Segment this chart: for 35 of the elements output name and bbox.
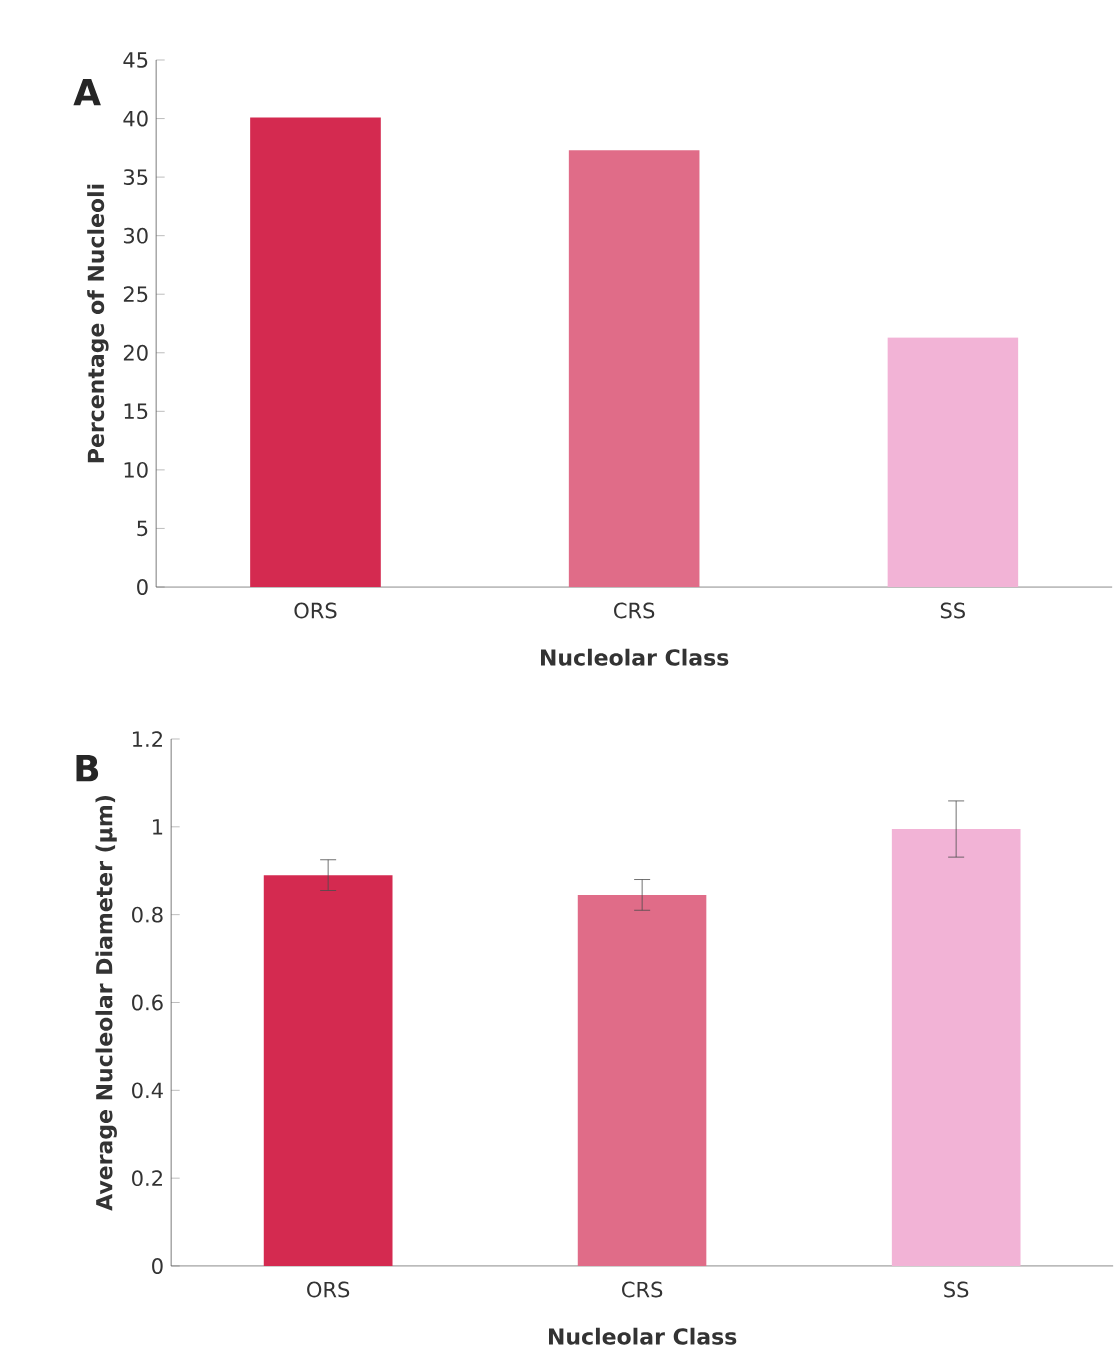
x-axis-title: Nucleolar Class (548, 1327, 737, 1345)
y-tick-label: 45 (123, 52, 148, 68)
y-tick-label: 0 (137, 579, 148, 595)
x-tick-label: ORS (294, 602, 337, 619)
x-tick-label: SS (944, 1281, 969, 1298)
y-tick-label: 25 (123, 286, 148, 303)
y-tick-label: 1 (152, 819, 163, 835)
y-tick-label: 30 (123, 227, 148, 244)
y-tick-label: 0.4 (132, 1082, 163, 1099)
y-tick-label: 15 (124, 403, 148, 420)
y-tick-label: 40 (123, 110, 148, 127)
y-axis-title: Percentage of Nucleoli (87, 184, 109, 463)
bar (263, 875, 393, 1266)
y-tick-label: 0 (152, 1258, 163, 1274)
y-tick-label: 0.6 (132, 994, 163, 1011)
y-tick-label: 0.8 (132, 906, 163, 923)
y-tick-label: 10 (124, 461, 148, 478)
y-tick-label: 35 (123, 169, 148, 186)
text: A (73, 79, 101, 106)
bar (891, 829, 1021, 1266)
bar (577, 894, 707, 1266)
y-axis-title: Average Nucleolar Diameter (µm) (95, 796, 117, 1211)
bar (568, 150, 700, 587)
text: B (76, 755, 99, 782)
x-axis-title: Nucleolar Class (540, 648, 729, 666)
x-tick-label: CRS (613, 602, 655, 619)
x-tick-label: CRS (621, 1281, 663, 1298)
y-tick-label: 5 (137, 520, 148, 537)
y-tick-label: 20 (123, 344, 148, 361)
y-tick-label: 0.2 (132, 1170, 162, 1187)
x-tick-label: SS (940, 602, 965, 619)
x-tick-label: ORS (307, 1281, 350, 1298)
bar (250, 117, 381, 587)
bar (887, 337, 1019, 587)
y-tick-label: 1.2 (132, 731, 162, 747)
